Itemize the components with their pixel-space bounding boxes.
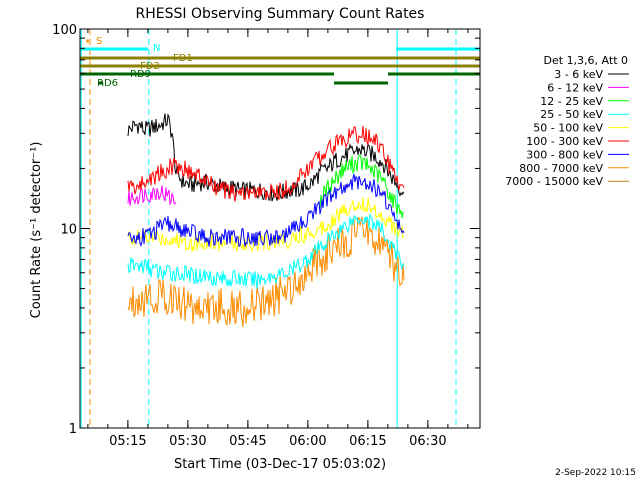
chart-title: RHESSI Observing Summary Count Rates: [136, 6, 425, 22]
legend-label-100-300-kev: 100 - 300 keV: [526, 135, 603, 148]
flag-n-bar-1: [80, 47, 148, 51]
flag-fd1-bar-1: [80, 56, 480, 60]
flag-rd6-label: RD6: [97, 78, 118, 89]
flag-s-label: S: [96, 36, 102, 47]
legend-label-50-100-kev: 50 - 100 keV: [533, 122, 603, 135]
series-3-6-kev: [127, 113, 405, 202]
x-tick-label-06-30: 06:30: [409, 434, 446, 449]
y-axis-label: Count Rate (s⁻¹ detector⁻¹): [29, 142, 44, 319]
y-tick-label-100: 100: [52, 23, 77, 38]
legend-label-6-12-kev: 6 - 12 keV: [547, 81, 603, 94]
series-800-7000-kev: [127, 216, 405, 328]
x-tick-label-05-30: 05:30: [169, 434, 206, 449]
flag-rd9-bar-1: [80, 72, 334, 76]
series-6-12-kev: [127, 185, 177, 206]
flag-n-bar-2: [396, 47, 480, 51]
flag-s-bar-1: [86, 39, 89, 43]
footer-date: 2-Sep-2022 10:15: [555, 468, 636, 478]
legend-label-25-50-kev: 25 - 50 keV: [540, 108, 603, 121]
y-tick-label-10: 10: [60, 223, 77, 238]
flag-fd1-label: FD1: [173, 53, 193, 64]
flag-n-label: N: [153, 43, 160, 54]
y-tick-label-1: 1: [69, 422, 77, 437]
series-12-25-kev: [319, 154, 405, 219]
x-axis-ticks: 05:15 05:30 05:45 06:00 06:15 06:30: [87, 29, 469, 449]
legend-label-800-7000-kev: 800 - 7000 keV: [519, 162, 603, 175]
flag-rd9-label: RD9: [130, 69, 151, 80]
flag-fd2-label: FD2: [140, 61, 160, 72]
x-tick-label-06-00: 06:00: [289, 434, 326, 449]
flag-rd6-bar-1: [98, 81, 104, 85]
series-group: [127, 113, 405, 328]
y-axis-ticks: 1 10 100: [52, 23, 480, 437]
legend-label-12-25-kev: 12 - 25 keV: [540, 95, 603, 108]
x-axis-label: Start Time (03-Dec-17 05:03:02): [174, 457, 386, 472]
series-300-800-kev: [127, 173, 405, 248]
legend-label-7000-15000-kev: 7000 - 15000 keV: [505, 175, 603, 188]
x-tick-label-05-15: 05:15: [109, 434, 146, 449]
flag-rd6-bar-2: [334, 81, 388, 85]
legend-header: Det 1,3,6, Att 0: [544, 54, 628, 67]
series-100-300-kev: [127, 125, 405, 202]
series-25-50-kev: [127, 213, 405, 289]
x-tick-label-05-45: 05:45: [229, 434, 266, 449]
flag-fd2-bar-1: [80, 64, 480, 68]
legend-label-3-6-kev: 3 - 6 keV: [554, 68, 603, 81]
flag-rd9-bar-2: [388, 72, 480, 76]
legend-label-300-800-kev: 300 - 800 keV: [526, 148, 603, 161]
x-tick-label-06-15: 06:15: [349, 434, 386, 449]
